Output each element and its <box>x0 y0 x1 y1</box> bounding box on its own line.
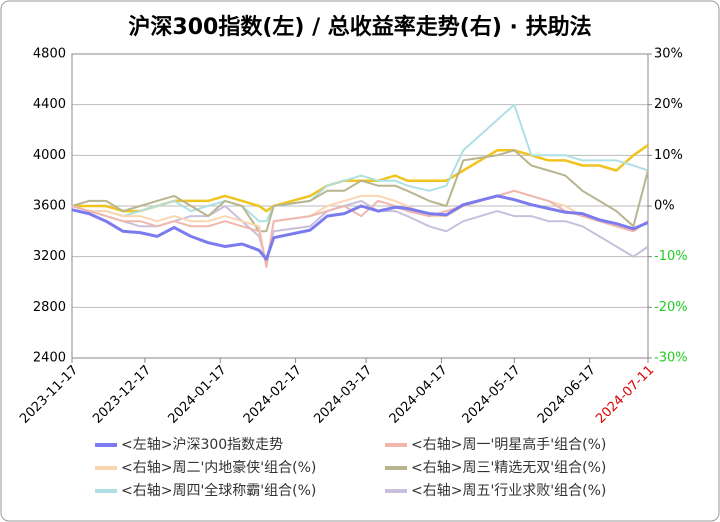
series-line <box>71 103 649 223</box>
y2-tick-label: 20% <box>654 97 683 112</box>
y-tick-label: 2800 <box>33 300 66 315</box>
y-tick-label: 4800 <box>33 47 66 62</box>
y-tick-label: 4000 <box>33 148 66 163</box>
y-tick-label: 3200 <box>33 249 66 264</box>
y-tick-label: 2400 <box>33 351 66 366</box>
y-tick-label: 3600 <box>33 199 66 214</box>
y2-tick-label: -10% <box>654 249 688 264</box>
series-line <box>71 149 649 233</box>
legend-label: <左轴>沪深300指数走势 <box>121 437 283 453</box>
y2-tick-label: 0% <box>654 199 675 214</box>
legend-label: <右轴>周二'内地豪侠'组合(%) <box>121 460 316 476</box>
series-line <box>71 189 649 268</box>
legend-label: <右轴>周一'明星高手'组合(%) <box>411 436 606 453</box>
y2-tick-label: 10% <box>654 148 683 163</box>
series-line <box>71 194 649 261</box>
y2-tick-label: -20% <box>654 300 688 315</box>
y-tick-label: 4400 <box>33 97 66 112</box>
legend-label: <右轴>周五'行业求败'组合(%) <box>411 483 606 499</box>
legend-label: <右轴>周四'全球称霸'组合(%) <box>121 482 316 499</box>
chart-title: 沪深300指数(左) / 总收益率走势(右) · 扶助法 <box>128 14 591 40</box>
y2-tick-label: -30% <box>654 351 688 366</box>
legend-label: <右轴>周三'精选无双'组合(%) <box>411 460 606 476</box>
y2-tick-label: 30% <box>654 47 683 62</box>
